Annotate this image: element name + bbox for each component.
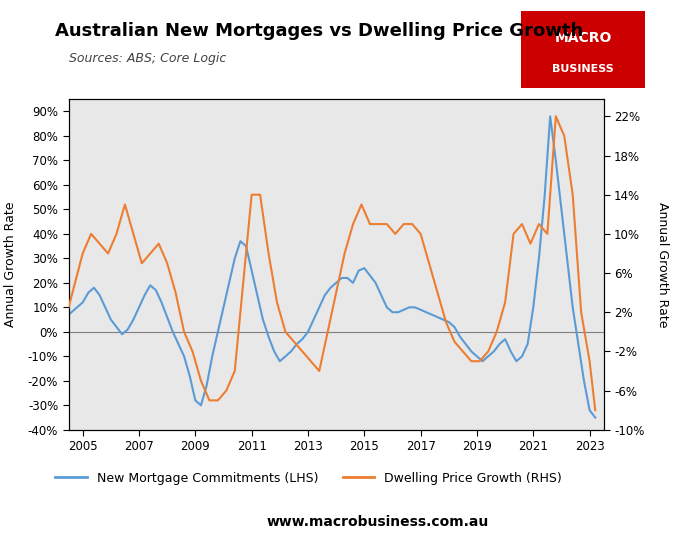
Y-axis label: Annual Growth Rate: Annual Growth Rate (656, 202, 669, 327)
Text: BUSINESS: BUSINESS (552, 64, 614, 74)
Text: www.macrobusiness.com.au: www.macrobusiness.com.au (266, 515, 488, 529)
Text: Australian New Mortgages vs Dwelling Price Growth: Australian New Mortgages vs Dwelling Pri… (55, 22, 583, 40)
Text: MACRO: MACRO (554, 31, 612, 45)
Legend: New Mortgage Commitments (LHS), Dwelling Price Growth (RHS): New Mortgage Commitments (LHS), Dwelling… (50, 467, 567, 490)
Text: Sources: ABS; Core Logic: Sources: ABS; Core Logic (69, 52, 226, 66)
Y-axis label: Annual Growth Rate: Annual Growth Rate (3, 202, 16, 327)
